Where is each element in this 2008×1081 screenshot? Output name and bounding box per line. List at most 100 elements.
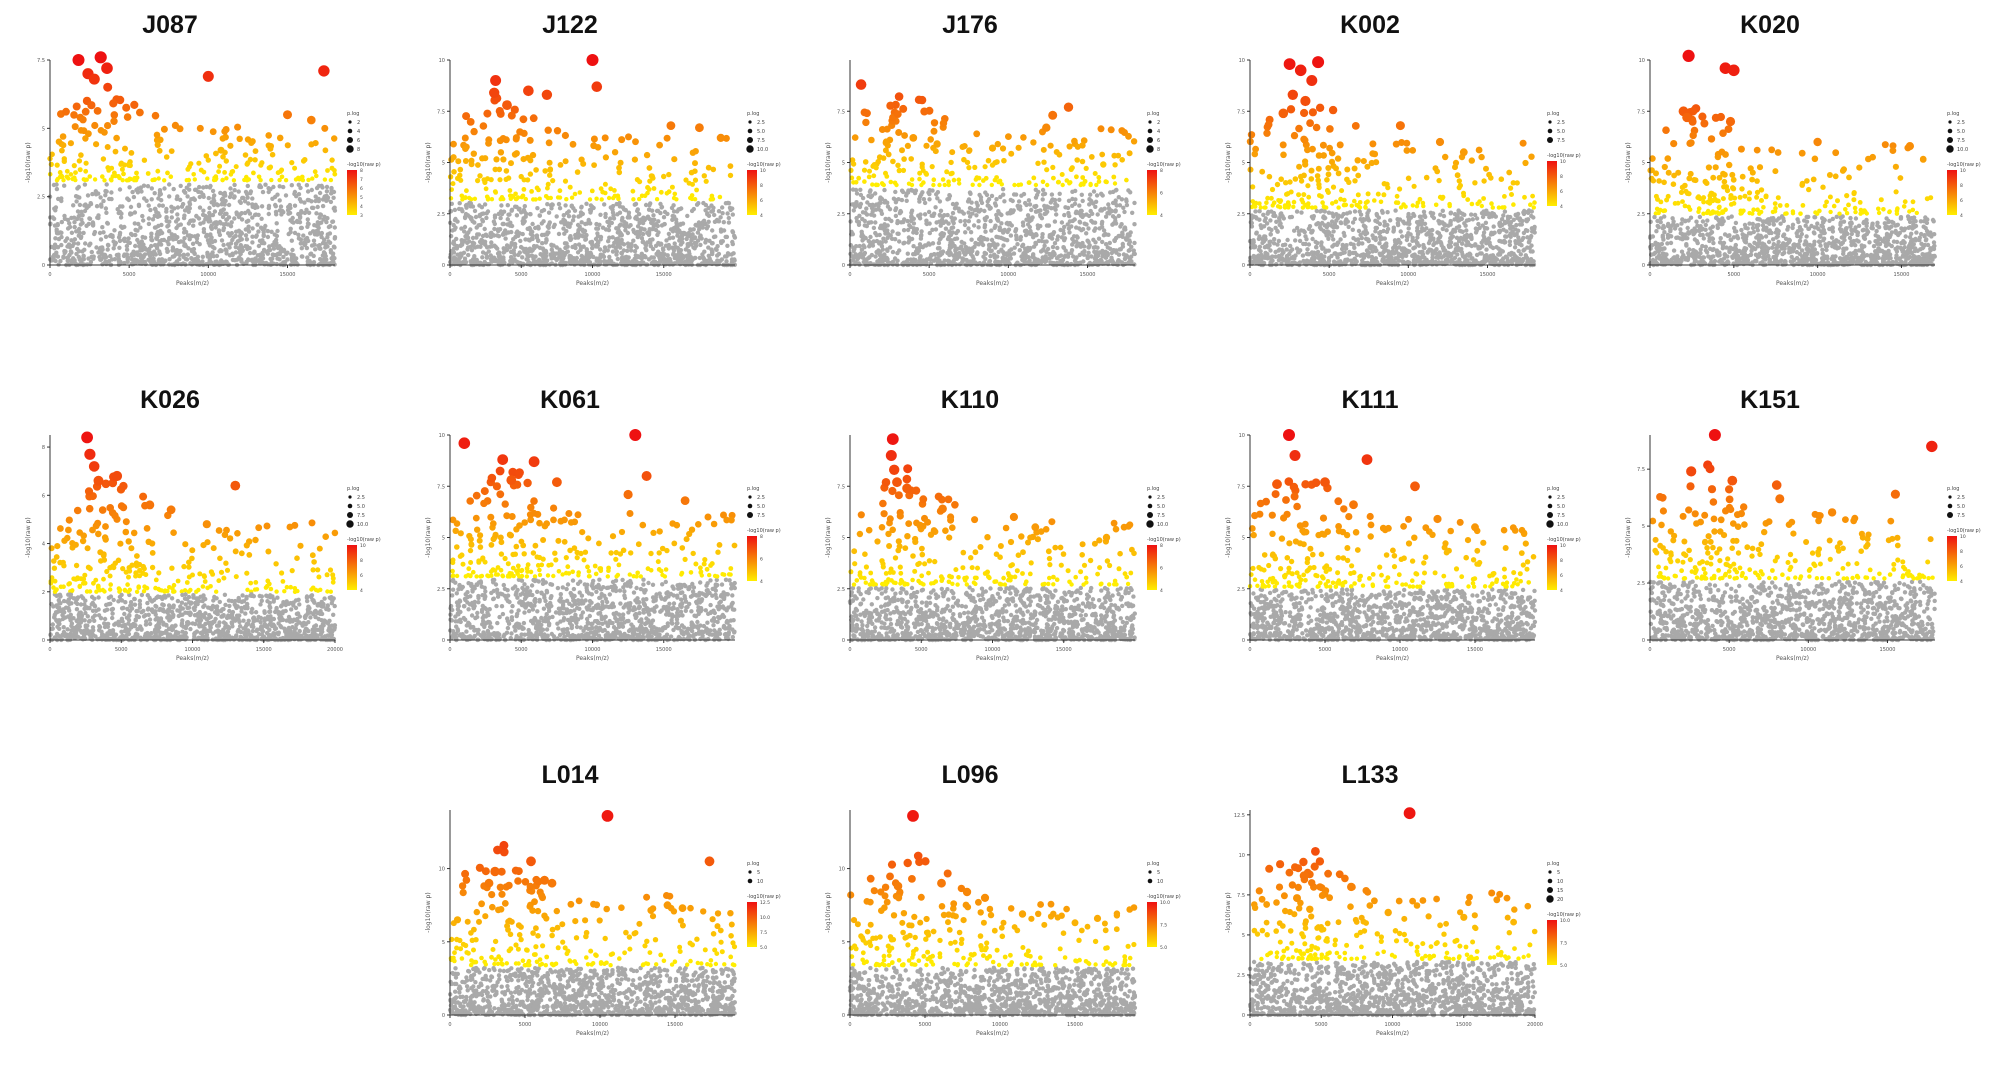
peak-point bbox=[1329, 233, 1335, 238]
peak-point bbox=[1000, 255, 1005, 261]
peak-point bbox=[54, 162, 60, 168]
peak-point bbox=[121, 162, 127, 168]
peak-point bbox=[946, 182, 951, 188]
peak-point bbox=[634, 259, 639, 264]
peak-point bbox=[226, 202, 232, 208]
peak-point bbox=[55, 138, 63, 145]
peak-point bbox=[482, 226, 487, 232]
peak-point bbox=[188, 261, 193, 266]
peak-point bbox=[1050, 251, 1056, 256]
peak-point bbox=[729, 257, 735, 262]
peak-point bbox=[975, 203, 980, 208]
peak-point bbox=[594, 196, 599, 201]
peak-point bbox=[132, 221, 137, 226]
peak-point bbox=[75, 246, 80, 252]
highlight-peak-point bbox=[489, 87, 500, 98]
peak-point bbox=[970, 248, 975, 254]
peak-point bbox=[619, 262, 625, 267]
peak-point bbox=[1379, 208, 1385, 214]
peak-point bbox=[906, 261, 911, 267]
peak-point bbox=[1050, 164, 1056, 170]
peak-point bbox=[1086, 226, 1091, 231]
peak-point bbox=[503, 168, 510, 174]
peak-point bbox=[632, 249, 638, 254]
peak-point bbox=[507, 245, 513, 250]
peak-point bbox=[1393, 208, 1398, 213]
peak-point bbox=[1268, 218, 1273, 223]
peak-point bbox=[482, 155, 489, 162]
peak-point bbox=[862, 179, 867, 184]
peak-point bbox=[207, 210, 212, 216]
peak-point bbox=[549, 256, 554, 261]
peak-point bbox=[128, 204, 134, 210]
peak-point bbox=[1250, 184, 1256, 190]
peak-point bbox=[310, 176, 315, 181]
peak-point bbox=[682, 231, 688, 236]
peak-point bbox=[709, 241, 715, 246]
peak-point bbox=[982, 164, 988, 170]
peak-point bbox=[191, 223, 196, 228]
peak-point bbox=[167, 182, 172, 187]
peak-point bbox=[629, 242, 634, 247]
peak-point bbox=[656, 240, 661, 246]
peak-point bbox=[61, 255, 66, 260]
peak-point bbox=[697, 227, 702, 232]
peak-point bbox=[646, 207, 652, 212]
peak-point bbox=[924, 243, 929, 248]
peak-point bbox=[624, 221, 629, 226]
peak-point bbox=[887, 260, 892, 266]
peak-point bbox=[1029, 207, 1034, 213]
peak-point bbox=[989, 228, 994, 233]
peak-point bbox=[306, 221, 311, 227]
peak-point bbox=[590, 245, 595, 251]
peak-point bbox=[319, 220, 324, 225]
x-tick-label: 15000 bbox=[1080, 272, 1096, 278]
peak-point bbox=[615, 226, 621, 231]
peak-point bbox=[122, 260, 127, 266]
peak-point bbox=[460, 260, 466, 265]
peak-point bbox=[53, 236, 58, 241]
peak-point bbox=[268, 164, 274, 170]
peak-point bbox=[181, 188, 187, 194]
peak-point bbox=[931, 258, 937, 263]
peak-point bbox=[664, 191, 670, 196]
peak-point bbox=[1107, 126, 1115, 134]
peak-point bbox=[1259, 168, 1266, 175]
peak-point bbox=[497, 149, 505, 156]
peak-point bbox=[94, 245, 99, 250]
peak-point bbox=[927, 221, 932, 226]
peak-point bbox=[633, 243, 638, 249]
peak-point bbox=[79, 116, 87, 124]
peak-point bbox=[972, 164, 978, 170]
peak-point bbox=[1309, 145, 1316, 153]
peak-point bbox=[1063, 205, 1068, 210]
peak-point bbox=[328, 199, 334, 205]
peak-point bbox=[265, 251, 270, 256]
peak-point bbox=[1019, 254, 1024, 259]
peak-point bbox=[876, 207, 881, 212]
peak-point bbox=[1055, 245, 1060, 251]
peak-point bbox=[552, 222, 557, 227]
peak-point bbox=[937, 182, 942, 188]
peak-point bbox=[471, 242, 476, 247]
peak-point bbox=[503, 176, 509, 182]
highlight-peak-point bbox=[523, 85, 534, 97]
peak-point bbox=[556, 231, 562, 237]
peak-point bbox=[692, 240, 697, 246]
peak-point bbox=[930, 227, 935, 232]
peak-point bbox=[332, 245, 337, 250]
peak-point bbox=[724, 259, 729, 264]
peak-point bbox=[974, 251, 980, 257]
peak-point bbox=[671, 226, 676, 231]
peak-point bbox=[582, 228, 588, 234]
peak-point bbox=[1106, 202, 1111, 207]
peak-point bbox=[620, 205, 626, 210]
peak-point bbox=[210, 250, 215, 255]
peak-point bbox=[660, 246, 666, 251]
peak-point bbox=[942, 213, 947, 218]
peak-point bbox=[856, 175, 862, 181]
peak-point bbox=[142, 235, 148, 240]
peak-point bbox=[962, 241, 967, 246]
peak-point bbox=[139, 257, 144, 262]
peak-point bbox=[1132, 222, 1137, 227]
